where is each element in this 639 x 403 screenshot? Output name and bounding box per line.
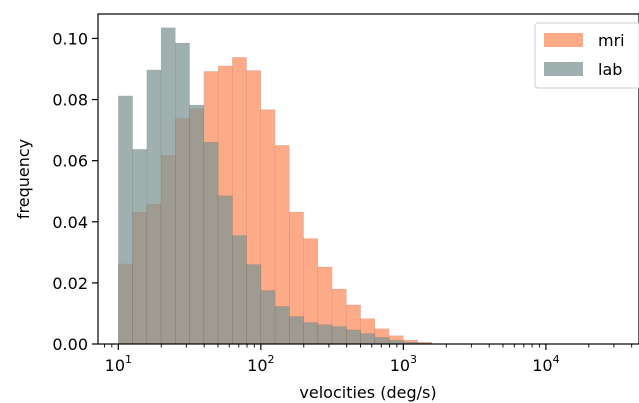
bar-lab: [317, 324, 333, 345]
bars-layer: [118, 27, 433, 345]
legend-label-lab: lab: [598, 60, 622, 79]
x-tick-label: 103: [390, 353, 417, 375]
bar-lab: [175, 42, 190, 345]
bar-lab: [203, 142, 219, 345]
bar-lab: [160, 27, 176, 345]
bar-lab: [232, 235, 247, 345]
bar-lab: [274, 306, 290, 345]
bar-lab: [289, 316, 304, 345]
x-tick-label: 101: [105, 353, 132, 375]
x-tick-label: 102: [247, 353, 274, 375]
bar-lab: [118, 95, 133, 345]
y-tick-label: 0.06: [52, 152, 88, 171]
bar-lab: [246, 264, 262, 345]
y-tick-label: 0.04: [52, 213, 88, 232]
y-axis-label: frequency: [14, 139, 33, 219]
bar-lab: [331, 326, 347, 345]
bar-lab: [360, 333, 376, 345]
bar-lab: [303, 322, 319, 345]
x-axis-label: velocities (deg/s): [299, 383, 436, 402]
y-tick-label: 0.08: [52, 91, 88, 110]
series-lab: [118, 27, 433, 345]
bar-lab: [146, 69, 162, 345]
bar-lab: [132, 149, 148, 345]
plot-frame: [97, 13, 639, 345]
legend-swatch-mri: [544, 33, 583, 47]
bar-lab: [260, 290, 276, 345]
y-tick-label: 0.10: [52, 29, 88, 48]
bar-lab: [189, 104, 205, 345]
bar-lab: [374, 337, 390, 345]
y-tick-label: 0.00: [52, 335, 88, 354]
legend-label-mri: mri: [598, 31, 625, 50]
bar-lab: [346, 329, 361, 345]
legend-swatch-lab: [544, 62, 583, 76]
legend: mri lab: [534, 22, 639, 89]
y-tick-label: 0.02: [52, 274, 88, 293]
bar-lab: [217, 195, 233, 345]
axes-layer: 0.00 0.02 0.04 0.06 0.08 0.10 101 102 103 104: [52, 13, 639, 375]
x-tick-label: 104: [532, 353, 559, 375]
